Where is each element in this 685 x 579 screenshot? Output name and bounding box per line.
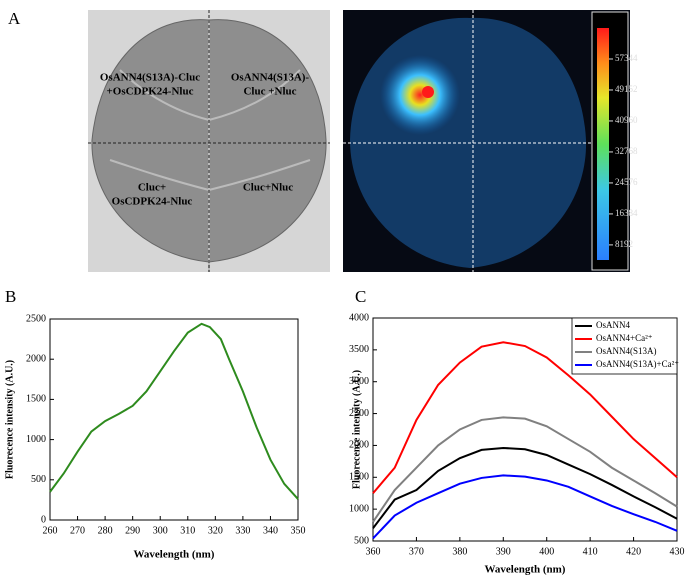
leaf-label: OsANN4(S13A)- xyxy=(231,72,310,84)
leaf-label: +OsCDPK24-Nluc xyxy=(107,86,194,98)
y-tick-label: 3000 xyxy=(349,376,369,387)
x-tick-label: 400 xyxy=(539,546,554,557)
legend-label: OsANN4(S13A)+Ca²⁺ xyxy=(596,359,679,369)
colorbar-tick-label: 8192 xyxy=(615,239,633,249)
panel-label: B xyxy=(5,287,16,306)
y-tick-label: 2500 xyxy=(26,313,46,324)
leaf-label: OsANN4(S13A)-Cluc xyxy=(100,72,200,84)
y-tick-label: 500 xyxy=(354,535,369,546)
x-tick-label: 410 xyxy=(583,546,598,557)
y-axis-label: Fluorecence intensity (A.U.) xyxy=(351,370,362,489)
x-tick-label: 340 xyxy=(263,525,278,536)
x-tick-label: 290 xyxy=(125,525,140,536)
data-line xyxy=(372,416,678,523)
leaf-label: Cluc+ xyxy=(138,182,166,194)
leaf-label: Cluc+Nluc xyxy=(243,182,293,194)
x-tick-label: 260 xyxy=(43,525,58,536)
luminescence-image xyxy=(343,10,630,272)
colorbar-tick-label: 40960 xyxy=(615,115,638,125)
x-tick-label: 330 xyxy=(235,525,250,536)
x-tick-label: 270 xyxy=(70,525,85,536)
leaf-label: Cluc +Nluc xyxy=(243,86,296,98)
x-tick-label: 310 xyxy=(180,525,195,536)
panel-label: C xyxy=(355,287,366,306)
legend-label: OsANN4+Ca²⁺ xyxy=(596,333,653,343)
x-tick-label: 370 xyxy=(409,546,424,557)
colorbar-tick-label: 24576 xyxy=(615,177,638,187)
colorbar-tick-label: 57344 xyxy=(615,53,638,63)
plot-frame xyxy=(49,318,299,521)
y-tick-label: 2000 xyxy=(349,440,369,451)
y-tick-label: 1500 xyxy=(26,394,46,405)
y-tick-label: 3500 xyxy=(349,344,369,355)
x-tick-label: 350 xyxy=(291,525,306,536)
y-tick-label: 500 xyxy=(31,474,46,485)
legend-label: OsANN4(S13A) xyxy=(596,346,657,356)
x-tick-label: 380 xyxy=(452,546,467,557)
data-line xyxy=(372,446,678,529)
y-tick-label: 1000 xyxy=(349,503,369,514)
y-tick-label: 2500 xyxy=(349,408,369,419)
x-tick-label: 430 xyxy=(670,546,685,557)
x-tick-label: 320 xyxy=(208,525,223,536)
colorbar-tick-label: 49152 xyxy=(615,84,638,94)
y-axis-label: Fluorecence intensity (A.U.) xyxy=(4,360,15,479)
y-tick-label: 1500 xyxy=(349,472,369,483)
x-axis-label: Wavelength (nm) xyxy=(485,564,566,576)
legend-label: OsANN4 xyxy=(596,320,631,330)
data-line xyxy=(49,322,299,500)
panel-label: A xyxy=(8,9,21,28)
leaf-photo xyxy=(88,10,330,272)
colorbar-tick-label: 32768 xyxy=(615,146,638,156)
colorbar-tick-label: 16384 xyxy=(615,208,638,218)
x-axis-label: Wavelength (nm) xyxy=(134,549,215,561)
y-tick-label: 0 xyxy=(41,514,46,525)
data-line xyxy=(372,341,678,494)
x-tick-label: 390 xyxy=(496,546,511,557)
y-tick-label: 1000 xyxy=(26,434,46,445)
x-tick-label: 300 xyxy=(153,525,168,536)
x-tick-label: 280 xyxy=(98,525,113,536)
x-tick-label: 360 xyxy=(366,546,381,557)
leaf-label: OsCDPK24-Nluc xyxy=(112,196,193,208)
x-tick-label: 420 xyxy=(626,546,641,557)
plot-frame xyxy=(372,317,678,542)
y-tick-label: 4000 xyxy=(349,312,369,323)
data-line xyxy=(372,474,678,540)
y-tick-label: 2000 xyxy=(26,353,46,364)
